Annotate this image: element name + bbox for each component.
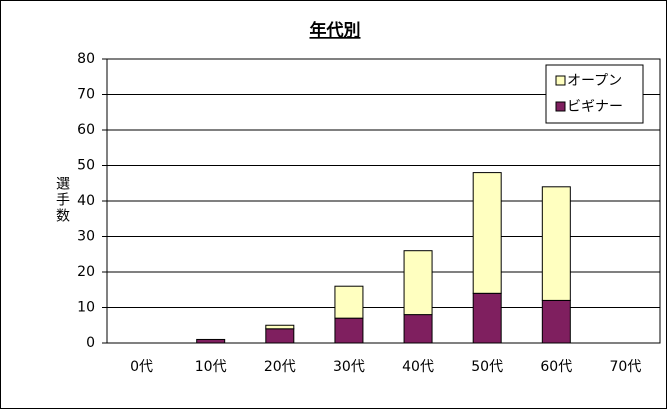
bar-segment <box>541 299 571 344</box>
bar-segment <box>403 250 433 316</box>
y-tick-label: 70 <box>77 87 95 103</box>
x-tick-label: 60代 <box>540 359 572 375</box>
bar-segment <box>196 338 226 344</box>
y-tick-label: 20 <box>77 264 95 280</box>
y-tick-label: 0 <box>86 335 95 351</box>
bar-segment <box>541 186 571 301</box>
x-tick-label: 50代 <box>471 359 503 375</box>
y-tick-label: 60 <box>77 122 95 138</box>
x-tick-label: 30代 <box>333 359 365 375</box>
y-tick-label: 80 <box>77 51 95 67</box>
bar-segment <box>334 317 364 344</box>
chart-title: 年代別 <box>310 20 361 41</box>
x-tick-label: 10代 <box>195 359 227 375</box>
bar-segment <box>403 314 433 344</box>
y-tick-label: 40 <box>77 193 95 209</box>
y-tick-label: 50 <box>77 158 95 174</box>
y-tick-label: 30 <box>77 229 95 245</box>
x-tick-label: 70代 <box>610 359 642 375</box>
x-tick-label: 0代 <box>130 359 153 375</box>
legend-label: オープン <box>567 73 622 89</box>
bar-segment <box>472 172 502 294</box>
bar-segment <box>472 292 502 344</box>
x-tick-label: 40代 <box>402 359 434 375</box>
bar-segment <box>265 324 295 330</box>
y-axis-label: 選手数 <box>54 176 70 224</box>
y-tick-label: 10 <box>77 300 95 316</box>
legend-swatch <box>555 101 566 112</box>
x-tick-label: 20代 <box>264 359 296 375</box>
legend-box <box>545 64 644 124</box>
bar-segment <box>265 328 295 344</box>
legend-swatch <box>555 75 566 86</box>
bar-segment <box>334 285 364 319</box>
legend-label: ビギナー <box>567 99 623 115</box>
